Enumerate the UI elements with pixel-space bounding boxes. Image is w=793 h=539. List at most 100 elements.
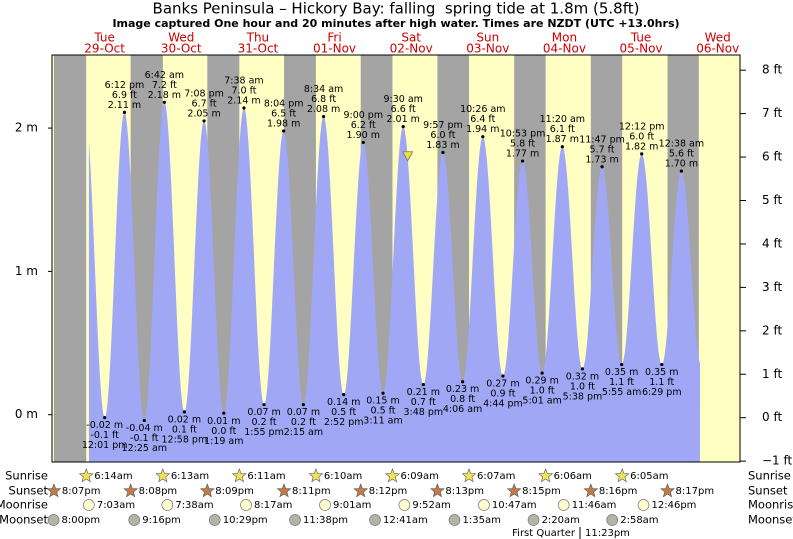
day-name: Thu [246, 31, 270, 45]
row-label: Sunrise [5, 469, 48, 483]
tide-label: 12:01 pm [82, 440, 128, 451]
tide-point [301, 403, 306, 407]
almanac-time: 7:38am [175, 500, 213, 511]
tide-point [381, 391, 385, 395]
moonrise-icon [82, 499, 95, 511]
night-band [53, 55, 87, 462]
sunset-icon [506, 483, 522, 498]
day-date: 02-Nov [390, 42, 433, 56]
row-label: Moonset [748, 513, 793, 527]
tide-point [660, 362, 664, 367]
row-label: Moonrise [748, 498, 793, 512]
tide-label: 0.23 m [446, 384, 479, 395]
moon-phase-name: First Quarter [512, 528, 576, 539]
tide-label: 0.9 ft [490, 389, 515, 400]
tide-label: 12:12 pm [619, 121, 665, 132]
tide-point [540, 371, 544, 375]
tide-label: 9:57 pm [423, 120, 463, 131]
chart-subtitle: Image captured One hour and 20 minutes a… [112, 17, 679, 30]
y2-tick-label: 1 ft [762, 367, 782, 381]
almanac-time: 11:46am [572, 500, 617, 511]
tide-label: 6.0 ft [430, 130, 455, 141]
tide-point [122, 110, 127, 114]
tide-label: 2.08 m [307, 104, 340, 115]
sunrise-icon [538, 468, 554, 483]
tide-label: 6.7 ft [192, 98, 217, 109]
tide-label: 6.8 ft [311, 94, 336, 105]
day-date: 01-Nov [313, 42, 356, 56]
current-level-marker [401, 151, 414, 162]
tide-label: 7.2 ft [152, 80, 177, 91]
moonset-icon [289, 514, 301, 526]
tide-label: 0.5 ft [371, 406, 396, 417]
row-label: Sunset [9, 484, 49, 498]
tide-point [560, 145, 564, 149]
tide-label: 2.05 m [187, 108, 220, 119]
day-date: 03-Nov [466, 42, 509, 56]
sunset-icon [353, 483, 369, 498]
tide-label: 0.01 m [207, 416, 240, 427]
almanac-time: 8:09pm [215, 486, 254, 497]
tide-point [501, 374, 505, 378]
moonrise-icon [557, 499, 570, 511]
tide-label: 0.35 m [605, 367, 638, 378]
tide-label: 0.07 m [247, 407, 280, 418]
tide-label: 0.07 m [287, 407, 320, 418]
tide-label: 6.2 ft [351, 120, 376, 131]
moonrise-icon [319, 499, 331, 511]
tide-label: 1.77 m [506, 149, 539, 160]
moonrise-icon [398, 499, 411, 511]
tide-label: 5.6 ft [669, 149, 694, 160]
tide-label: 6.9 ft [112, 90, 137, 101]
chart-title: Banks Peninsula – Hickory Bay: falling s… [153, 0, 640, 18]
tide-label: 6:29 pm [642, 387, 682, 398]
sunrise-icon [155, 468, 171, 483]
sunrise-icon [384, 468, 401, 483]
tide-label: 8:34 am [304, 84, 343, 95]
tide-point [600, 165, 604, 169]
tide-label: 1.83 m [426, 140, 459, 151]
almanac-time: 6:07am [477, 471, 515, 482]
tide-point [361, 140, 365, 145]
almanac-time: 8:13pm [445, 486, 484, 497]
tide-label: 1.1 ft [609, 377, 634, 388]
tide-label: 12:58 pm [162, 434, 208, 445]
tide-label: 0.8 ft [450, 394, 475, 405]
tide-point [321, 115, 326, 119]
almanac-time: 8:00pm [62, 515, 101, 526]
tide-point [421, 383, 425, 387]
almanac-time: 10:29pm [223, 515, 268, 526]
tide-label: 0.27 m [486, 379, 519, 390]
day-name: Sat [401, 31, 421, 45]
tide-label: 7.0 ft [231, 86, 256, 97]
almanac-time: 6:05am [630, 471, 668, 482]
day-name: Sun [476, 31, 499, 45]
tide-point [640, 152, 644, 156]
moonset-icon [606, 514, 619, 526]
tide-label: 2:15 am [284, 427, 323, 438]
tide-label: -0.04 m [126, 423, 163, 434]
tide-label: 5.7 ft [590, 144, 615, 155]
almanac-time: 6:09am [400, 471, 438, 482]
day-date: 31-Oct [238, 42, 279, 56]
row-label: Moonrise [0, 498, 48, 512]
tide-point [481, 135, 485, 139]
almanac-time: 6:10am [324, 471, 362, 482]
tide-label: 2.01 m [386, 114, 419, 125]
tide-label: 0.02 m [168, 414, 201, 425]
tide-label: -0.1 ft [130, 433, 159, 444]
tide-point [242, 106, 246, 110]
tide-label: 0.14 m [327, 397, 360, 408]
tide-label: 7:08 pm [184, 88, 224, 99]
tide-area [88, 102, 701, 462]
almanac-time: 12:46pm [652, 500, 697, 511]
tide-point [202, 119, 206, 123]
tide-point [401, 125, 405, 129]
almanac-time: 2:58am [620, 515, 658, 526]
tide-point [222, 411, 226, 415]
almanac-time: 8:11pm [292, 486, 331, 497]
tide-label: 6:12 pm [105, 80, 145, 91]
tide-label: 9:00 pm [343, 110, 383, 121]
y2-tick-label: 5 ft [762, 193, 782, 207]
almanac-time: 8:08pm [139, 486, 178, 497]
